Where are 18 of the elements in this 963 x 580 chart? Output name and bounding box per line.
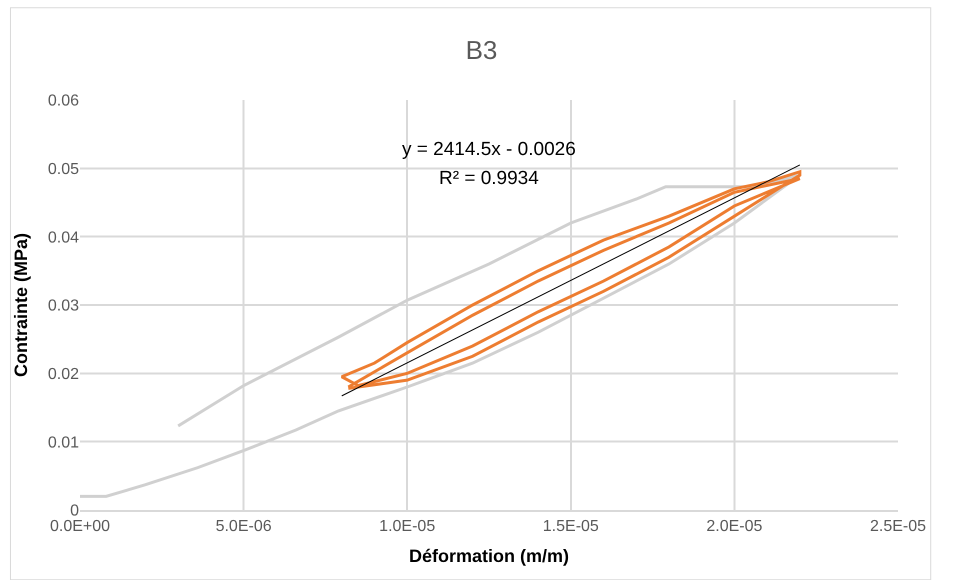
annotation: y = 2414.5x - 0.0026 xyxy=(402,139,576,160)
y-tick-label: 0.02 xyxy=(48,366,80,383)
x-tick-label: 2.5E-05 xyxy=(870,518,926,536)
x-axis-title: Déformation (m/m) xyxy=(408,546,570,566)
y-tick-label: 0 xyxy=(70,502,80,520)
x-tick-label: 2.0E-05 xyxy=(706,518,763,536)
y-tick-label: 0.05 xyxy=(48,160,80,178)
x-tick-label: 1.5E-05 xyxy=(542,518,599,536)
x-tick-label: 0.0E+00 xyxy=(50,518,110,536)
x-tick-label: 1.0E-05 xyxy=(379,518,436,536)
y-tick-label: 0.04 xyxy=(48,229,80,246)
y-tick-label: 0.01 xyxy=(48,434,80,452)
y-tick-label: 0.03 xyxy=(48,298,80,315)
y-tick-label: 0.06 xyxy=(48,92,80,110)
annotation: R² = 0.9934 xyxy=(439,168,540,189)
x-tick-label: 5.0E-06 xyxy=(216,518,272,536)
chart-title: B3 xyxy=(466,34,498,65)
y-axis-title: Contrainte (MPa) xyxy=(11,232,32,377)
